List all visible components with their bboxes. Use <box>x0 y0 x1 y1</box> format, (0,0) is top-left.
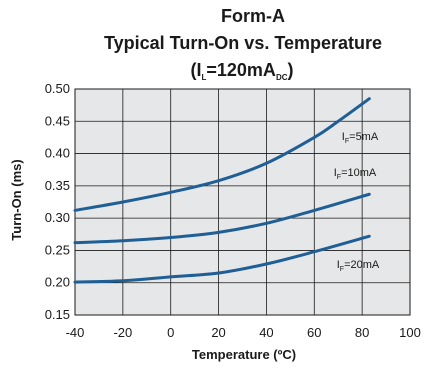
chart-title-line2: Typical Turn-On vs. Temperature <box>104 33 382 53</box>
y-tick-label: 0.25 <box>45 242 70 257</box>
chart-title-line1: Form-A <box>221 6 285 26</box>
y-tick-label: 0.15 <box>45 307 70 322</box>
y-tick-label: 0.20 <box>45 275 70 290</box>
x-tick-label: -20 <box>113 325 132 340</box>
x-tick-label: -40 <box>66 325 85 340</box>
x-tick-label: 20 <box>211 325 225 340</box>
y-tick-label: 0.35 <box>45 178 70 193</box>
series-label-20ma: IF=20mA <box>337 259 380 273</box>
x-tick-label: 100 <box>399 325 421 340</box>
series-label-5ma: IF=5mA <box>342 131 379 145</box>
y-tick-label: 0.45 <box>45 113 70 128</box>
x-tick-label: 60 <box>307 325 321 340</box>
x-axis-label: Temperature (ºC) <box>192 347 296 362</box>
series-line-10ma <box>73 192 371 245</box>
x-tick-label: 80 <box>355 325 369 340</box>
series-group <box>73 97 371 284</box>
series-label-10ma: IF=10mA <box>334 167 377 181</box>
title-line3-close: ) <box>288 60 294 80</box>
series-labels: IF=5mA IF=10mA IF=20mA <box>334 131 380 273</box>
series-line-20ma <box>73 234 371 284</box>
y-tick-label: 0.30 <box>45 210 70 225</box>
x-axis-ticks: -40 -20 0 20 40 60 80 100 <box>66 325 421 340</box>
y-tick-label: 0.40 <box>45 146 70 161</box>
plot-frame <box>74 88 411 316</box>
title-line3-mid: =120mA <box>206 60 276 80</box>
y-tick-label: 0.50 <box>45 81 70 96</box>
y-axis-label: Turn-On (ms) <box>9 159 24 240</box>
series-line-5ma <box>73 97 371 212</box>
title-line3-open: (I <box>190 60 201 80</box>
chart-title-line3: (IL=120mADC) <box>190 60 293 82</box>
y-axis-ticks: 0.50 0.45 0.40 0.35 0.30 0.25 0.20 0.15 <box>45 81 70 322</box>
x-tick-label: 0 <box>167 325 174 340</box>
title-line3-sub1: L <box>201 73 206 82</box>
x-tick-label: 40 <box>259 325 273 340</box>
title-line3-sub2: DC <box>276 73 288 82</box>
